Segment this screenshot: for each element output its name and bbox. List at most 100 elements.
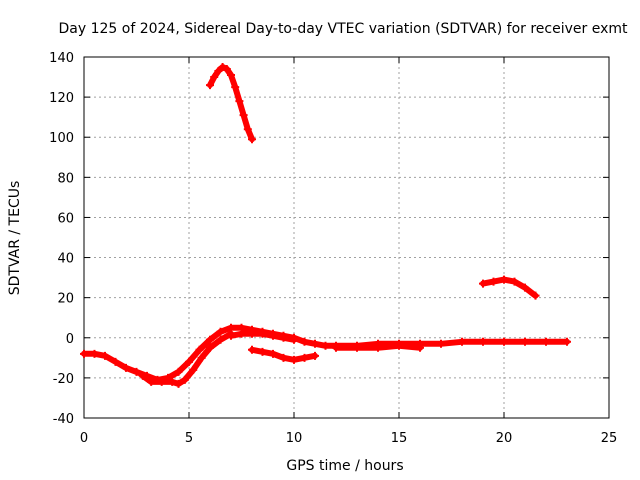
data-point: [500, 337, 508, 346]
series-evening-arc: [479, 275, 540, 300]
data-point: [332, 343, 340, 352]
data-point: [269, 331, 277, 340]
y-tick-label: 120: [49, 91, 74, 106]
data-point: [300, 353, 309, 362]
series-upper-band: [227, 329, 298, 344]
y-tick-label: 20: [57, 292, 74, 307]
data-point: [458, 337, 466, 346]
x-tick-label: 5: [185, 431, 193, 446]
y-tick-label: 140: [49, 51, 74, 66]
data-point: [101, 351, 109, 360]
data-point: [311, 339, 319, 348]
x-tick-label: 10: [286, 431, 303, 446]
data-point: [248, 135, 256, 144]
data-point: [80, 349, 88, 358]
data-point: [311, 351, 319, 360]
data-point: [416, 343, 424, 352]
data-point: [395, 341, 403, 350]
data-point: [197, 353, 206, 362]
data-point: [180, 375, 189, 384]
series-main-track: [80, 323, 571, 384]
data-point: [437, 339, 445, 348]
data-point: [510, 277, 519, 286]
y-tick-label: 80: [57, 171, 74, 186]
axis-ticks: [83, 56, 610, 419]
data-point: [500, 275, 508, 284]
y-tick-labels: -40 -20 0 20 40 60 80 100 120 140: [49, 51, 74, 427]
data-point: [521, 283, 529, 292]
data-point: [157, 377, 166, 386]
data-point: [374, 343, 382, 352]
y-tick-label: 0: [66, 332, 74, 347]
data-point: [185, 357, 193, 366]
data-point: [258, 347, 267, 356]
data-point: [243, 125, 252, 134]
series-morning-spike: [206, 63, 256, 144]
data-point: [279, 333, 288, 342]
series-line: [81, 324, 570, 383]
data-point: [542, 337, 550, 346]
data-point: [248, 329, 256, 338]
series-secondary-band: [332, 341, 424, 352]
data-series: [80, 63, 571, 388]
data-point: [521, 337, 529, 346]
data-point: [290, 335, 298, 344]
y-tick-label: -40: [53, 412, 74, 427]
data-point: [479, 337, 487, 346]
data-point: [239, 111, 248, 120]
data-point: [290, 355, 298, 364]
y-axis-label: SDTVAR / TECUs: [7, 181, 23, 296]
data-point: [216, 335, 225, 344]
data-point: [218, 63, 227, 72]
series-evening-dip: [248, 345, 319, 364]
data-point: [111, 357, 120, 366]
data-point: [279, 353, 288, 362]
x-tick-label: 15: [391, 431, 408, 446]
data-point: [269, 349, 277, 358]
data-point: [216, 327, 225, 336]
data-point: [489, 277, 498, 286]
data-point: [206, 343, 214, 352]
data-point: [248, 345, 256, 354]
data-point: [147, 377, 156, 386]
data-point: [321, 341, 330, 350]
y-tick-label: -20: [53, 372, 74, 387]
x-tick-labels: 0 5 10 15 20 25: [80, 431, 617, 446]
data-point: [174, 367, 183, 376]
x-axis-label: GPS time / hours: [286, 458, 403, 474]
data-point: [90, 349, 99, 358]
data-point: [353, 343, 361, 352]
data-point: [210, 73, 219, 82]
data-point: [237, 329, 246, 338]
x-tick-label: 25: [601, 431, 618, 446]
x-tick-label: 0: [80, 431, 88, 446]
data-point: [195, 345, 204, 354]
data-point: [227, 331, 235, 340]
data-point: [132, 367, 141, 376]
data-point: [214, 67, 223, 76]
series-lower-branch: [138, 329, 235, 388]
data-point: [235, 97, 244, 106]
y-tick-label: 100: [49, 131, 74, 146]
data-point: [174, 379, 183, 388]
data-point: [258, 329, 267, 338]
data-point: [227, 71, 235, 80]
data-point: [479, 279, 487, 288]
data-point: [168, 377, 177, 386]
y-tick-label: 60: [57, 211, 74, 226]
data-point: [531, 291, 540, 300]
data-point: [138, 371, 147, 380]
data-point: [122, 363, 130, 372]
data-point: [206, 335, 214, 344]
grid: [84, 57, 609, 418]
data-point: [300, 337, 309, 346]
data-point: [189, 365, 198, 374]
x-tick-label: 20: [496, 431, 513, 446]
data-point: [222, 65, 231, 74]
y-tick-label: 40: [57, 252, 74, 267]
data-point: [563, 337, 571, 346]
plot-frame: [83, 56, 610, 419]
data-point: [231, 83, 240, 92]
data-point: [206, 81, 214, 90]
